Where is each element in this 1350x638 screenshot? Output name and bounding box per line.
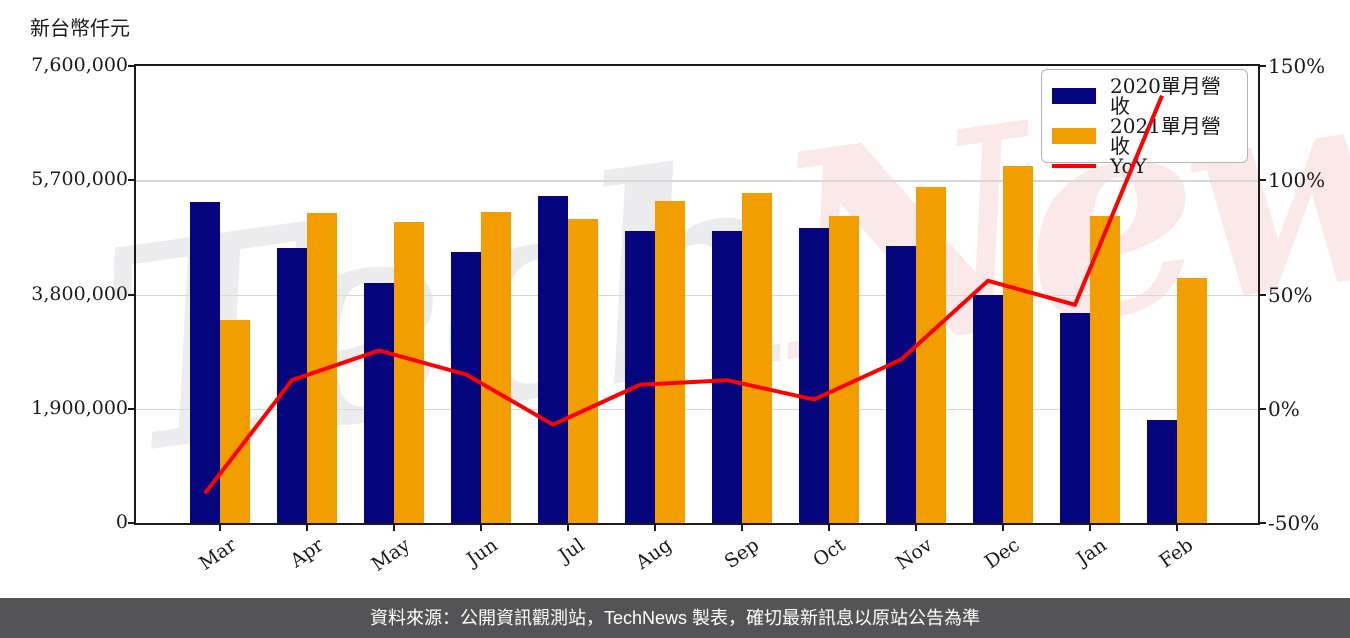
legend-swatch-2021 xyxy=(1052,128,1096,144)
bar-2020-oct xyxy=(799,228,829,523)
legend-swatch-yoy-line xyxy=(1052,164,1096,168)
x-axis-tickmark xyxy=(306,523,308,531)
bar-2021-jul xyxy=(568,219,598,523)
right-axis-tick-0%: 0% xyxy=(1268,396,1300,421)
bar-2021-jan xyxy=(1090,216,1120,523)
left-axis-tickmark xyxy=(128,65,136,67)
bar-2020-apr xyxy=(277,248,307,523)
bar-2021-oct xyxy=(829,216,859,523)
bar-2020-mar xyxy=(190,202,220,523)
bar-2021-sep xyxy=(742,193,772,523)
left-axis-tickmark xyxy=(128,522,136,524)
x-axis-tickmark xyxy=(654,523,656,531)
right-axis-tick-150%: 150% xyxy=(1268,54,1326,78)
gridline xyxy=(136,180,1258,182)
bar-2020-feb xyxy=(1147,420,1177,523)
x-axis-tickmark xyxy=(1176,523,1178,531)
bar-2020-sep xyxy=(712,231,742,523)
left-axis-tick-1,900,000: 1,900,000 xyxy=(31,396,128,419)
legend-label-2020: 2020單月營收 xyxy=(1110,74,1221,118)
left-axis-unit-label: 新台幣仟元 xyxy=(30,16,130,40)
bar-2020-aug xyxy=(625,231,655,523)
legend-row-2021: 2021單月營收 xyxy=(1052,116,1237,156)
right-axis-tickmark xyxy=(1258,65,1266,67)
bar-2021-mar xyxy=(220,320,250,523)
bar-2021-apr xyxy=(307,213,337,523)
right-axis-tick-50%: 50% xyxy=(1268,282,1313,307)
bar-2020-jul xyxy=(538,196,568,523)
bar-2021-aug xyxy=(655,201,685,523)
bar-2021-nov xyxy=(916,187,946,523)
left-axis-tickmark xyxy=(128,407,136,410)
x-axis-label-apr: Apr xyxy=(286,534,328,573)
x-axis-tickmark xyxy=(915,523,917,531)
legend-row-yoy: YoY xyxy=(1052,156,1237,176)
x-axis-label-mar: Mar xyxy=(195,534,241,575)
bar-2020-jun xyxy=(451,252,481,523)
legend-label-yoy: YoY xyxy=(1110,154,1147,178)
x-axis-label-jan: Jan xyxy=(1072,534,1111,570)
right-axis-tick--50%: -50% xyxy=(1268,511,1320,535)
x-axis-label-aug: Aug xyxy=(631,534,676,574)
bar-2021-feb xyxy=(1177,278,1207,523)
footer-source-bar: 資料來源：公開資訊觀測站，TechNews 製表，確切最新訊息以原站公告為準 xyxy=(0,598,1350,638)
x-axis-label-jul: Jul xyxy=(554,534,589,567)
x-axis-label-may: May xyxy=(367,534,415,576)
legend: 2020單月營收 2021單月營收 YoY xyxy=(1041,69,1248,176)
x-axis-tickmark xyxy=(1002,523,1004,531)
left-axis-tick-5,700,000: 5,700,000 xyxy=(31,168,128,191)
x-axis-label-oct: Oct xyxy=(809,534,850,572)
left-axis-tick-3,800,000: 3,800,000 xyxy=(31,282,128,305)
x-axis-label-nov: Nov xyxy=(892,534,937,575)
x-axis-label-sep: Sep xyxy=(720,534,763,573)
right-axis-tickmark xyxy=(1258,407,1266,410)
bar-2021-dec xyxy=(1003,166,1033,523)
x-axis-label-jun: Jun xyxy=(462,534,502,571)
right-axis-tickmark xyxy=(1258,522,1266,524)
legend-label-2021: 2021單月營收 xyxy=(1110,114,1221,158)
x-axis-tickmark xyxy=(219,523,221,531)
right-axis-tick-100%: 100% xyxy=(1268,168,1326,193)
legend-row-2020: 2020單月營收 xyxy=(1052,76,1237,116)
x-axis-tickmark xyxy=(741,523,743,531)
left-axis-tick-0: 0 xyxy=(115,511,128,533)
legend-swatch-2020 xyxy=(1052,88,1096,104)
left-axis-tick-7,600,000: 7,600,000 xyxy=(31,54,128,76)
left-axis-tickmark xyxy=(128,179,136,182)
x-axis-tickmark xyxy=(480,523,482,531)
bar-2020-jan xyxy=(1060,313,1090,523)
bar-2020-nov xyxy=(886,246,916,523)
bar-2020-dec xyxy=(973,295,1003,523)
bar-2021-may xyxy=(394,222,424,523)
bar-2021-jun xyxy=(481,212,511,523)
x-axis-tickmark xyxy=(1089,523,1091,531)
x-axis-label-feb: Feb xyxy=(1155,534,1198,573)
right-axis-tickmark xyxy=(1258,293,1266,296)
x-axis-label-dec: Dec xyxy=(980,534,1024,574)
left-axis-tickmark xyxy=(128,293,136,296)
right-axis-tickmark xyxy=(1258,179,1266,182)
x-axis-tickmark xyxy=(828,523,830,531)
bar-2020-may xyxy=(364,283,394,523)
x-axis-tickmark xyxy=(393,523,395,531)
x-axis-tickmark xyxy=(567,523,569,531)
